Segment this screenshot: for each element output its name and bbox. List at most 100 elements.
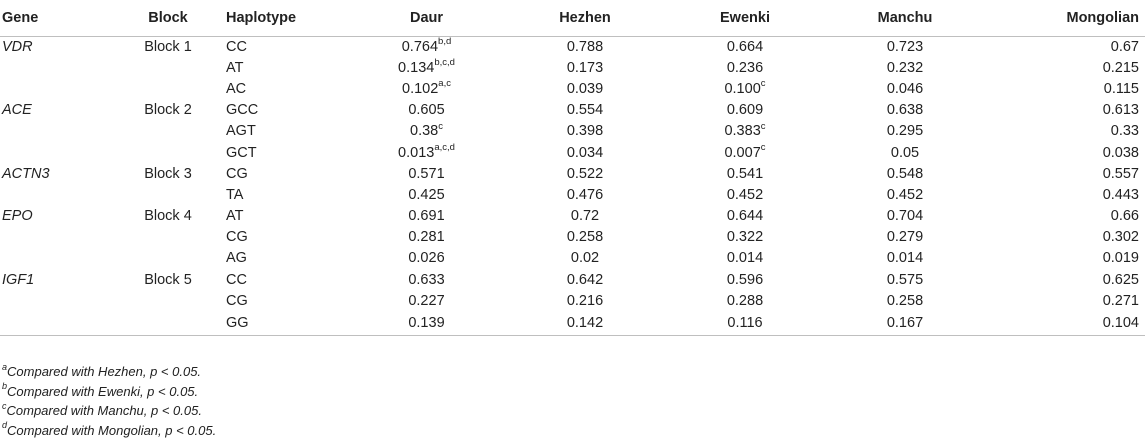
cell-haplotype-value: AT xyxy=(226,59,244,76)
table-row: GG 0.139 0.142 0.116 0.167 0.104 xyxy=(0,311,1145,336)
haplotype-frequency-table: Gene Block Haplotype Daur Hezhen Ewenki … xyxy=(0,0,1145,336)
cell-mongolian: 0.67 xyxy=(985,36,1145,57)
cell-haplotype-value: GG xyxy=(226,315,249,332)
footnote-text: Compared with Mongolian, p < 0.05. xyxy=(7,422,217,438)
cell-mongolian: 0.625 xyxy=(985,269,1145,290)
cell-daur: 0.013a,c,d xyxy=(348,142,505,163)
cell-daur: 0.227 xyxy=(348,290,505,311)
cell-hezhen-value: 0.039 xyxy=(566,80,604,97)
cell-manchu: 0.704 xyxy=(825,206,985,227)
cell-daur: 0.425 xyxy=(348,184,505,205)
cell-gene xyxy=(0,290,118,311)
cell-manchu: 0.452 xyxy=(825,184,985,205)
cell-mongolian: 0.271 xyxy=(985,290,1145,311)
cell-ewenki-superscript: c xyxy=(760,78,766,90)
cell-manchu-value: 0.575 xyxy=(886,271,924,288)
cell-haplotype: GCT xyxy=(218,142,348,163)
cell-manchu-value: 0.167 xyxy=(886,315,924,332)
header-hezhen: Hezhen xyxy=(505,0,665,37)
table-row: CG 0.281 0.258 0.322 0.279 0.302 xyxy=(0,227,1145,248)
cell-manchu: 0.05 xyxy=(825,142,985,163)
cell-ewenki-value: 0.322 xyxy=(726,229,764,246)
cell-block-value: Block 2 xyxy=(144,102,192,119)
cell-block: Block 1 xyxy=(118,36,218,57)
cell-ewenki: 0.014 xyxy=(665,248,825,269)
cell-daur-value: 0.281 xyxy=(408,229,445,246)
cell-ewenki-value: 0.609 xyxy=(726,102,764,119)
cell-haplotype-value: TA xyxy=(226,186,244,203)
cell-hezhen-value: 0.142 xyxy=(566,315,604,332)
cell-ewenki-value: 0.100 xyxy=(724,80,761,97)
cell-hezhen-value: 0.398 xyxy=(566,123,604,140)
cell-gene xyxy=(0,78,118,99)
table-row: VDR Block 1 CC 0.764b,d 0.788 0.664 0.723 0.67 xyxy=(0,36,1145,57)
header-daur: Daur xyxy=(348,0,505,37)
cell-block xyxy=(118,311,218,336)
cell-mongolian-value: 0.33 xyxy=(1110,123,1139,140)
cell-manchu: 0.723 xyxy=(825,36,985,57)
cell-manchu: 0.575 xyxy=(825,269,985,290)
cell-hezhen: 0.034 xyxy=(505,142,665,163)
cell-ewenki-value: 0.452 xyxy=(726,186,764,203)
cell-mongolian-value: 0.038 xyxy=(1102,144,1139,161)
cell-ewenki: 0.236 xyxy=(665,57,825,78)
cell-haplotype: GG xyxy=(218,311,348,336)
cell-haplotype-value: CG xyxy=(226,229,248,246)
cell-daur-value: 0.633 xyxy=(408,271,445,288)
cell-haplotype: AT xyxy=(218,57,348,78)
cell-ewenki-value: 0.664 xyxy=(726,38,764,55)
cell-hezhen-value: 0.642 xyxy=(566,271,604,288)
cell-manchu-value: 0.014 xyxy=(886,250,924,267)
cell-gene: ACTN3 xyxy=(0,163,118,184)
cell-manchu-value: 0.704 xyxy=(886,208,924,225)
footnote-mark: c xyxy=(2,400,7,411)
cell-mongolian-value: 0.019 xyxy=(1102,250,1139,267)
cell-hezhen-value: 0.173 xyxy=(566,59,604,76)
cell-haplotype: AT xyxy=(218,206,348,227)
cell-mongolian: 0.443 xyxy=(985,184,1145,205)
cell-daur-superscript: c xyxy=(438,120,443,132)
cell-ewenki-value: 0.644 xyxy=(726,208,764,225)
cell-gene: EPO xyxy=(0,206,118,227)
footnote: bCompared with Ewenki, p < 0.05. xyxy=(2,382,216,402)
cell-manchu: 0.167 xyxy=(825,311,985,336)
cell-haplotype-value: CG xyxy=(226,165,248,182)
footnote-mark: b xyxy=(2,381,8,392)
footnote-text: Compared with Manchu, p < 0.05. xyxy=(6,403,202,418)
cell-haplotype: CG xyxy=(218,290,348,311)
cell-mongolian-value: 0.302 xyxy=(1102,229,1139,246)
cell-haplotype: AGT xyxy=(218,121,348,142)
cell-ewenki: 0.116 xyxy=(665,311,825,336)
table-row: EPO Block 4 AT 0.691 0.72 0.644 0.704 0.66 xyxy=(0,206,1145,227)
cell-ewenki-value: 0.014 xyxy=(726,250,764,267)
cell-daur-value: 0.691 xyxy=(408,208,445,225)
cell-gene-value: IGF1 xyxy=(2,271,35,288)
cell-gene xyxy=(0,142,118,163)
cell-mongolian-value: 0.613 xyxy=(1102,102,1139,119)
cell-haplotype-value: CG xyxy=(226,292,248,309)
cell-hezhen: 0.788 xyxy=(505,36,665,57)
cell-ewenki-value: 0.236 xyxy=(726,59,764,76)
cell-block: Block 4 xyxy=(118,206,218,227)
cell-ewenki-value: 0.007 xyxy=(724,144,761,161)
cell-ewenki: 0.100c xyxy=(665,78,825,99)
table-row: CG 0.227 0.216 0.288 0.258 0.271 xyxy=(0,290,1145,311)
cell-block xyxy=(118,290,218,311)
cell-ewenki: 0.664 xyxy=(665,36,825,57)
cell-daur-superscript: a,c xyxy=(438,78,451,90)
cell-mongolian: 0.557 xyxy=(985,163,1145,184)
cell-daur-value: 0.38 xyxy=(410,123,439,140)
table-body: VDR Block 1 CC 0.764b,d 0.788 0.664 0.723 0.67 A… xyxy=(0,36,1145,336)
footnote-mark: d xyxy=(2,420,8,431)
cell-daur: 0.691 xyxy=(348,206,505,227)
cell-manchu-value: 0.723 xyxy=(886,38,924,55)
footnote-text: Compared with Ewenki, p < 0.05. xyxy=(7,383,199,399)
cell-manchu-value: 0.232 xyxy=(886,59,924,76)
cell-block xyxy=(118,248,218,269)
cell-gene: VDR xyxy=(0,36,118,57)
cell-haplotype: TA xyxy=(218,184,348,205)
cell-daur-value: 0.013 xyxy=(398,144,435,161)
cell-haplotype: CG xyxy=(218,163,348,184)
cell-daur-value: 0.571 xyxy=(408,165,445,182)
cell-manchu-value: 0.638 xyxy=(886,102,924,119)
